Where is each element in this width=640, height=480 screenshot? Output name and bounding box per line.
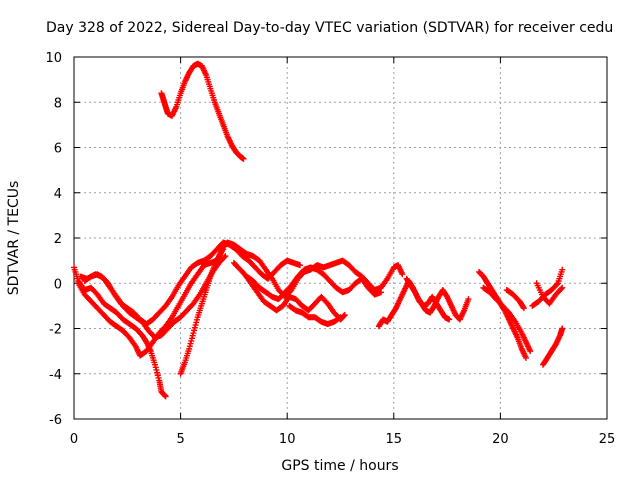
y-tick-label: 8 [54, 96, 62, 111]
data-point [559, 325, 566, 332]
data-point [221, 254, 228, 261]
x-tick-label: 25 [599, 432, 616, 447]
y-tick-label: 2 [54, 232, 62, 247]
data-point [240, 155, 247, 162]
x-tick-label: 20 [492, 432, 509, 447]
y-tick-label: 10 [45, 51, 62, 66]
y-tick-label: 4 [54, 187, 62, 202]
y-tick-label: -4 [49, 368, 62, 383]
x-axis-label: GPS time / hours [281, 458, 398, 474]
data-point [378, 289, 385, 296]
x-tick-label: 15 [386, 432, 403, 447]
data-point [162, 393, 169, 400]
data-point [558, 285, 565, 292]
y-tick-label: 0 [54, 277, 62, 292]
data-point [465, 296, 472, 303]
data-point [341, 311, 348, 318]
data-point [559, 266, 566, 273]
data-point [520, 304, 527, 311]
chart-title: Day 328 of 2022, Sidereal Day-to-day VTE… [46, 20, 613, 36]
data-point [522, 354, 529, 361]
y-axis-label: SDTVAR / TECUs [6, 181, 22, 296]
data-point [336, 314, 343, 321]
data-points [71, 60, 566, 400]
y-tick-label: -2 [49, 323, 62, 338]
data-point [399, 271, 406, 278]
axis-tick-labels: 0 5 10 15 20 25 -6 -4 -2 0 2 4 6 8 10 [45, 51, 615, 447]
data-point [161, 392, 168, 399]
y-tick-label: -6 [49, 413, 62, 428]
data-point [553, 281, 560, 288]
data-point [296, 262, 303, 269]
data-point [527, 348, 534, 355]
x-tick-label: 5 [176, 432, 184, 447]
y-tick-label: 6 [54, 142, 62, 157]
data-point [222, 253, 229, 260]
data-point [446, 316, 453, 323]
data-point [520, 305, 527, 312]
axis-ticks [73, 56, 608, 420]
x-tick-label: 0 [70, 432, 78, 447]
data-point [559, 284, 566, 291]
grid [74, 57, 607, 419]
data-point [341, 312, 348, 319]
data-point [337, 314, 344, 321]
x-tick-label: 10 [279, 432, 296, 447]
